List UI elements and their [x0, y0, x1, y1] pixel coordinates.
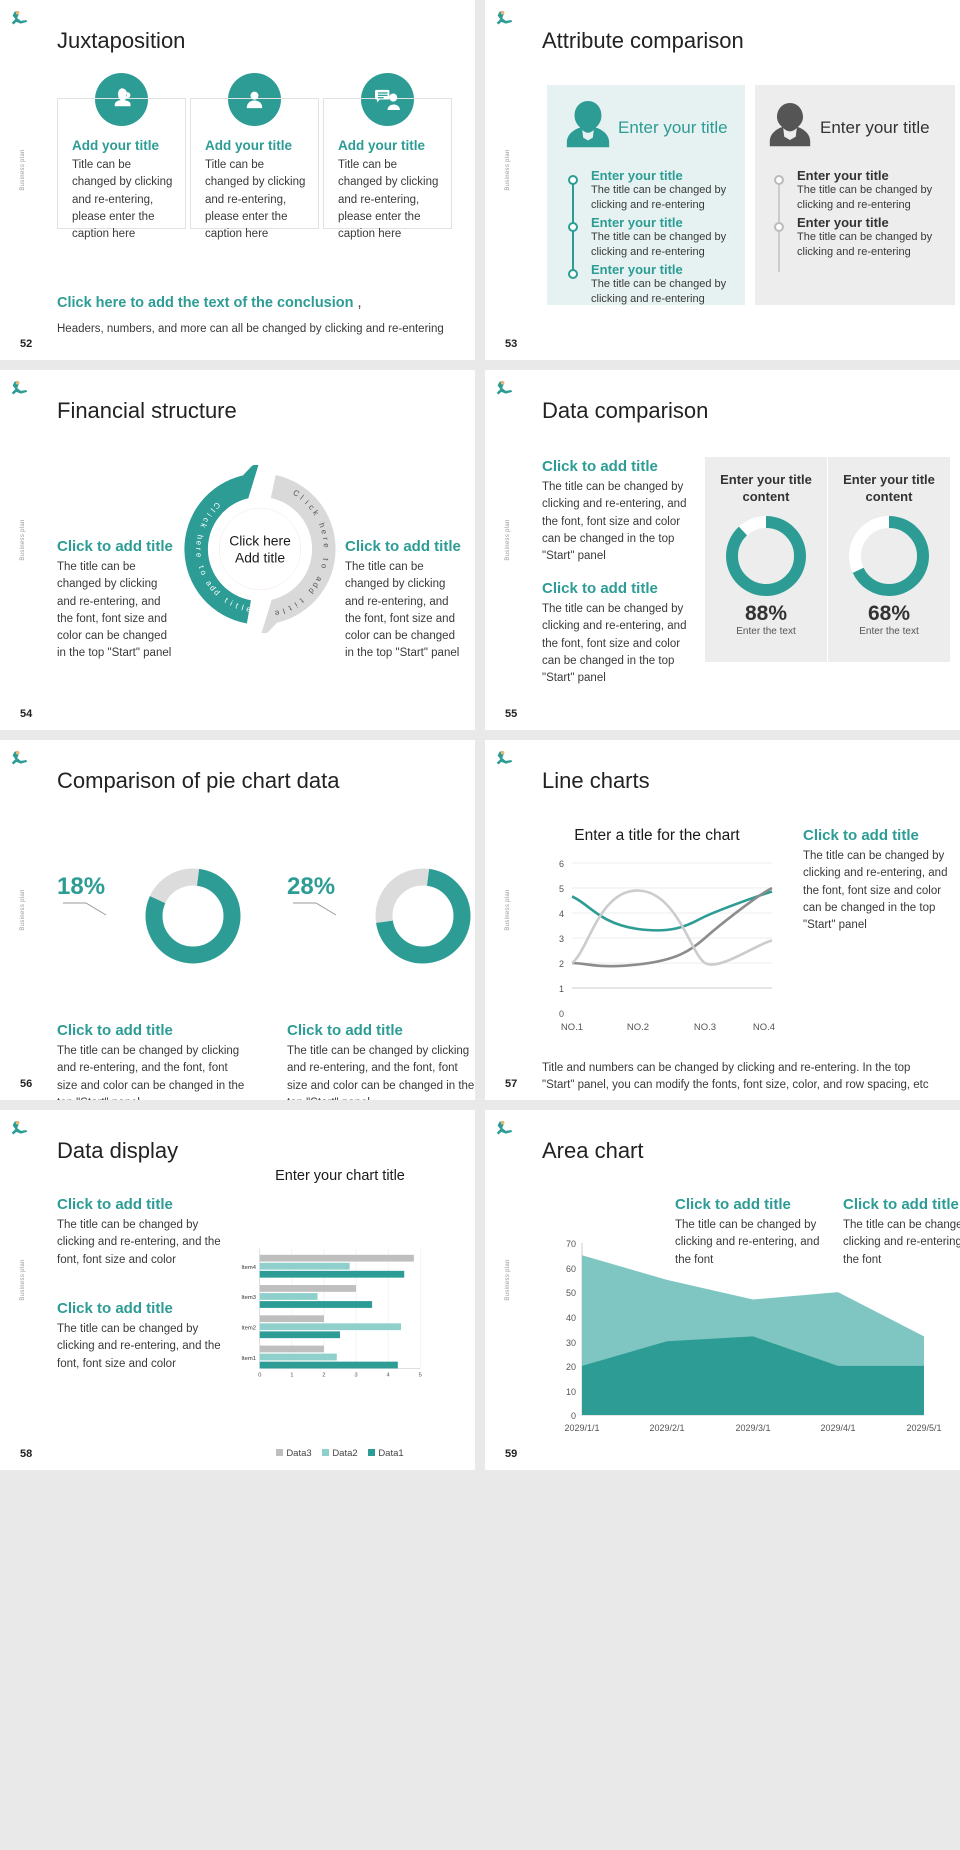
svg-text:4: 4 [387, 1372, 391, 1378]
svg-text:NO.3: NO.3 [694, 1022, 716, 1033]
svg-text:r: r [194, 548, 203, 551]
svg-text:NO.4: NO.4 [753, 1022, 775, 1033]
svg-text:2029/5/1: 2029/5/1 [906, 1423, 941, 1433]
svg-text:2: 2 [559, 959, 564, 969]
svg-text:30: 30 [566, 1338, 576, 1348]
svg-text:5: 5 [419, 1372, 423, 1378]
svg-text:20: 20 [566, 1362, 576, 1372]
svg-text:3: 3 [354, 1372, 357, 1378]
svg-text:10: 10 [566, 1387, 576, 1397]
svg-text:Add title: Add title [235, 549, 285, 565]
svg-text:0: 0 [258, 1372, 262, 1378]
svg-text:50: 50 [566, 1288, 576, 1298]
svg-text:NO.1: NO.1 [561, 1022, 583, 1033]
svg-text:60: 60 [566, 1264, 576, 1274]
svg-text:2029/3/1: 2029/3/1 [735, 1423, 770, 1433]
svg-text:1: 1 [559, 984, 564, 994]
svg-text:70: 70 [566, 1239, 576, 1249]
svg-text:Item4: Item4 [241, 1265, 256, 1271]
svg-text:2029/1/1: 2029/1/1 [564, 1423, 599, 1433]
svg-text:NO.2: NO.2 [627, 1022, 649, 1033]
svg-text:3: 3 [559, 934, 564, 944]
svg-text:2029/4/1: 2029/4/1 [820, 1423, 855, 1433]
svg-text:0: 0 [559, 1009, 564, 1019]
svg-text:5: 5 [559, 884, 564, 894]
svg-text:Item3: Item3 [241, 1295, 256, 1301]
svg-text:4: 4 [559, 909, 564, 919]
svg-text:0: 0 [571, 1411, 576, 1421]
svg-text:2: 2 [322, 1372, 325, 1378]
svg-text:6: 6 [559, 859, 564, 869]
svg-text:2029/2/1: 2029/2/1 [649, 1423, 684, 1433]
svg-text:40: 40 [566, 1313, 576, 1323]
svg-text:Item2: Item2 [241, 1326, 256, 1332]
svg-text:Click here: Click here [229, 533, 291, 549]
svg-text:e: e [245, 604, 252, 614]
svg-text:1: 1 [290, 1372, 293, 1378]
svg-text:Item1: Item1 [241, 1356, 256, 1362]
